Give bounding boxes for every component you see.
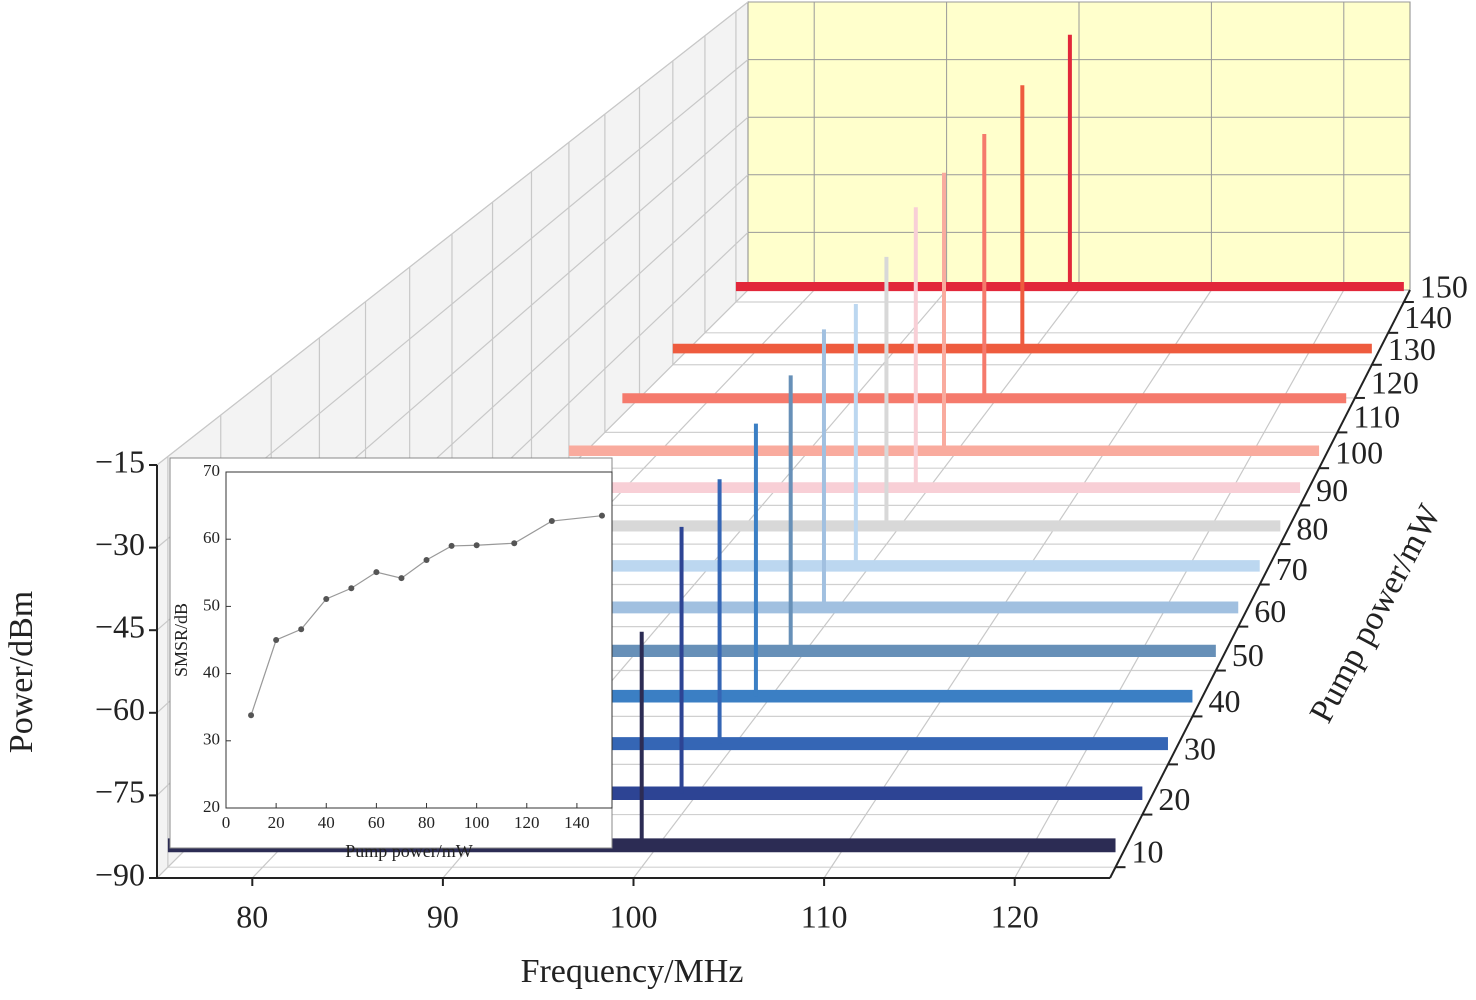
inset-panel xyxy=(169,457,613,849)
x-tick-label: 100 xyxy=(610,898,658,934)
inset-y-tick-label: 30 xyxy=(203,730,220,749)
z-tick-label: 120 xyxy=(1371,364,1419,400)
floor-grid-line xyxy=(823,289,1212,879)
z-tick-label: 90 xyxy=(1316,472,1348,508)
smsr-point xyxy=(598,512,605,519)
z-tick-label: 50 xyxy=(1232,637,1264,673)
x-tick-label: 90 xyxy=(427,898,459,934)
smsr-point xyxy=(273,637,280,643)
inset-x-tick-label: 140 xyxy=(564,813,590,832)
smsr-point xyxy=(423,557,430,564)
floor-grid-line xyxy=(1014,289,1345,879)
z-tick-label: 20 xyxy=(1158,781,1190,817)
smsr-point xyxy=(548,518,555,525)
y-tick-label: −30 xyxy=(95,526,145,562)
floor-grid-line xyxy=(633,289,1080,879)
z-tick-label: 150 xyxy=(1420,268,1468,304)
z-tick-label: 60 xyxy=(1254,593,1286,629)
z-tick-label: 10 xyxy=(1132,834,1164,870)
inset-x-tick-label: 100 xyxy=(464,813,490,832)
x-tick-label: 110 xyxy=(801,898,848,934)
y-tick-label: −45 xyxy=(95,609,145,645)
smsr-point xyxy=(511,540,518,547)
z-tick-label: 140 xyxy=(1404,299,1452,335)
smsr-point xyxy=(373,569,380,576)
smsr-point xyxy=(448,542,455,549)
inset-frame xyxy=(225,471,613,809)
z-tick-label: 80 xyxy=(1296,511,1328,547)
y-tick-label: −60 xyxy=(95,691,145,727)
inset-y-tick-label: 20 xyxy=(203,797,220,816)
smsr-point xyxy=(473,542,480,549)
x-tick-label: 120 xyxy=(991,898,1039,934)
inset-x-tick-label: 0 xyxy=(222,813,231,832)
smsr-point xyxy=(398,575,405,582)
inset-y-title: SMSR/dB xyxy=(171,603,191,677)
z-tick-label: 110 xyxy=(1353,399,1400,435)
z-tick-label: 40 xyxy=(1208,683,1240,719)
smsr-point xyxy=(298,626,305,633)
inset-x-title: Pump power/mW xyxy=(345,841,473,861)
inset-y-tick-label: 60 xyxy=(203,528,220,547)
z-tick-label: 30 xyxy=(1184,731,1216,767)
y-axis-title: Power/dBm xyxy=(3,591,40,753)
inset-x-tick-label: 20 xyxy=(268,813,285,832)
smsr-point xyxy=(248,712,255,719)
z-tick-label: 70 xyxy=(1276,551,1308,587)
inset-x-tick-label: 120 xyxy=(514,813,540,832)
inset-x-tick-label: 80 xyxy=(418,813,435,832)
y-tick-label: −15 xyxy=(95,443,145,479)
x-axis-title: Frequency/MHz xyxy=(521,953,744,990)
inset-y-tick-label: 40 xyxy=(203,663,220,682)
y-tick-label: −75 xyxy=(95,774,145,810)
inset-y-tick-label: 50 xyxy=(203,595,220,614)
inset-y-tick-label: 70 xyxy=(203,461,220,480)
z-tick-label: 130 xyxy=(1388,331,1436,367)
inset-x-tick-label: 40 xyxy=(318,813,335,832)
wall-grid-line xyxy=(156,1,749,466)
y-tick-label: −90 xyxy=(95,856,145,892)
z-tick-label: 100 xyxy=(1335,435,1383,471)
smsr-point xyxy=(323,596,330,603)
smsr-point xyxy=(348,585,355,592)
x-tick-label: 80 xyxy=(236,898,268,934)
inset-x-tick-label: 60 xyxy=(368,813,385,832)
